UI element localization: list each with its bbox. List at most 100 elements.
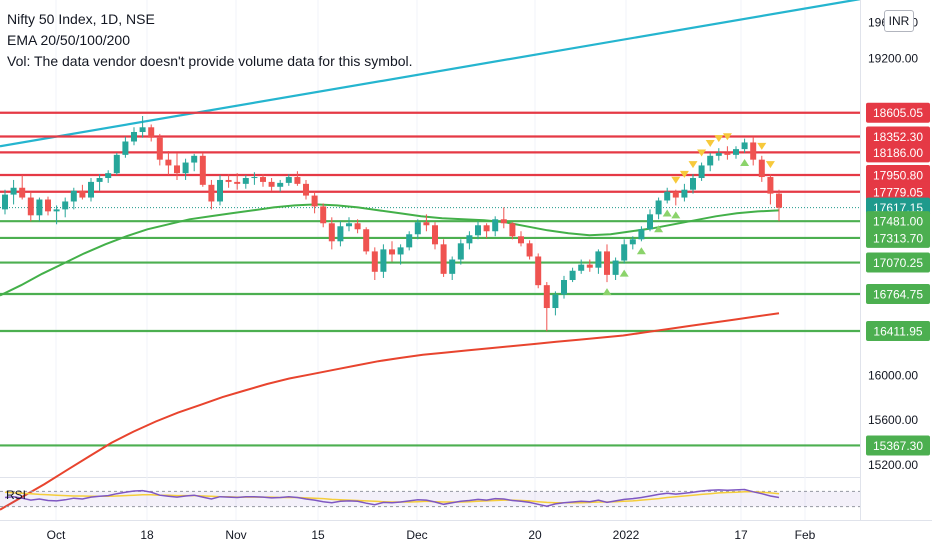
price-axis-tick-label: 15600.00	[868, 413, 918, 427]
candle-up	[182, 162, 189, 174]
price-axis[interactable]: 18605.05 18352.30 18186.00 17950.80 17779.05…	[860, 0, 932, 550]
candle-down	[19, 187, 26, 198]
candle-up	[2, 194, 8, 210]
candle-down	[440, 244, 447, 274]
price-level-label: 18352.30	[873, 130, 923, 144]
candle-down	[518, 236, 524, 244]
rsi-line	[4, 488, 780, 507]
sell-signal-marker	[697, 149, 707, 157]
sell-signal-marker	[722, 133, 732, 141]
price-level-tag	[866, 102, 930, 123]
ascending-trend-line	[0, 0, 861, 148]
candle-down	[526, 243, 533, 257]
buy-signal-marker	[619, 269, 629, 277]
price-level-label: 17950.80	[873, 169, 923, 183]
candle-up	[578, 264, 585, 271]
candle-up	[397, 247, 404, 255]
price-level-tag	[866, 321, 930, 342]
candlesticks	[2, 116, 782, 332]
candle-down	[604, 251, 610, 275]
candle-up	[337, 226, 344, 242]
time-axis-tick-label: 17	[734, 528, 748, 542]
chart-legend: Nifty 50 Index, 1D, NSE EMA 20/50/100/20…	[7, 9, 413, 72]
candle-down	[234, 181, 241, 184]
ema-indicator-label[interactable]: EMA 20/50/100/200	[7, 32, 130, 48]
candle-down	[199, 155, 206, 185]
sell-signal-marker	[714, 135, 724, 143]
price-level-tag	[866, 181, 930, 202]
price-level-label: 16764.75	[873, 287, 923, 301]
trend-line	[0, 0, 861, 148]
candle-down	[672, 191, 679, 198]
candle-down	[320, 206, 327, 224]
chart-grid	[0, 0, 860, 520]
candle-up	[612, 260, 619, 275]
candle-up	[629, 239, 636, 245]
candle-up	[242, 178, 249, 184]
price-level-tag	[866, 252, 930, 273]
candle-down	[268, 181, 275, 187]
price-axis-tick-label: 19200.00	[868, 51, 918, 65]
candle-down	[724, 152, 731, 155]
candle-up	[466, 235, 473, 244]
candle-up	[707, 155, 714, 166]
candle-up	[406, 234, 413, 248]
candle-down	[389, 249, 395, 255]
candle-up	[449, 259, 456, 274]
buy-signal-marker	[740, 158, 750, 166]
candle-up	[251, 177, 258, 179]
time-axis-tick-label: Feb	[795, 528, 816, 542]
candle-up	[70, 190, 77, 202]
rsi-indicator-label[interactable]: RSI	[6, 488, 27, 502]
price-level-label: 15367.30	[873, 439, 923, 453]
candle-up	[346, 223, 352, 227]
candle-down	[174, 165, 180, 174]
price-level-tag	[866, 142, 930, 163]
candle-down	[311, 195, 318, 207]
time-axis-tick-label: Nov	[225, 528, 246, 542]
price-level-tag	[866, 165, 930, 186]
candle-up	[285, 177, 292, 183]
price-level-label: 18605.05	[873, 106, 923, 120]
candle-up	[690, 178, 696, 190]
candle-down	[371, 251, 378, 272]
price-level-label: 16411.95	[873, 325, 922, 339]
sell-signal-marker	[757, 142, 767, 150]
currency-badge[interactable]: INR	[884, 10, 914, 32]
price-axis-background	[860, 0, 932, 550]
buy-signal-marker	[654, 225, 664, 233]
time-axis-tick-label: 2022	[613, 528, 640, 542]
candle-up	[191, 155, 198, 163]
rsi-signal-line	[4, 491, 780, 504]
price-level-tag	[866, 435, 930, 456]
symbol-title[interactable]: Nifty 50 Index, 1D, NSE	[7, 11, 155, 27]
candle-down	[423, 222, 430, 226]
price-level-tag	[866, 211, 930, 232]
candle-up	[277, 182, 284, 187]
buy-signal-marker	[662, 209, 672, 217]
candle-down	[586, 264, 593, 268]
candle-up	[681, 189, 688, 198]
volume-indicator-label[interactable]: Vol: The data vendor doesn't provide vol…	[7, 53, 413, 69]
candle-down	[767, 177, 774, 194]
candle-up	[113, 154, 120, 174]
price-level-label: 17779.05	[873, 185, 923, 199]
candle-up	[647, 214, 653, 230]
candle-down	[45, 199, 51, 212]
candle-up	[414, 222, 421, 235]
time-axis[interactable]: Oct 18 Nov 15 Dec 20 2022 17 Feb	[0, 520, 932, 543]
candle-up	[655, 200, 662, 215]
candle-up	[139, 127, 146, 133]
candle-down	[500, 219, 507, 224]
candle-up	[733, 149, 739, 155]
candle-down	[148, 127, 155, 138]
candle-down	[363, 229, 370, 252]
price-level-tag	[866, 227, 930, 248]
price-level-label: 18186.00	[873, 146, 923, 160]
candle-down	[225, 179, 232, 182]
candle-down	[483, 225, 490, 232]
price-level-label: 17070.25	[873, 256, 923, 270]
candle-up	[475, 225, 481, 236]
candle-down	[27, 197, 34, 216]
